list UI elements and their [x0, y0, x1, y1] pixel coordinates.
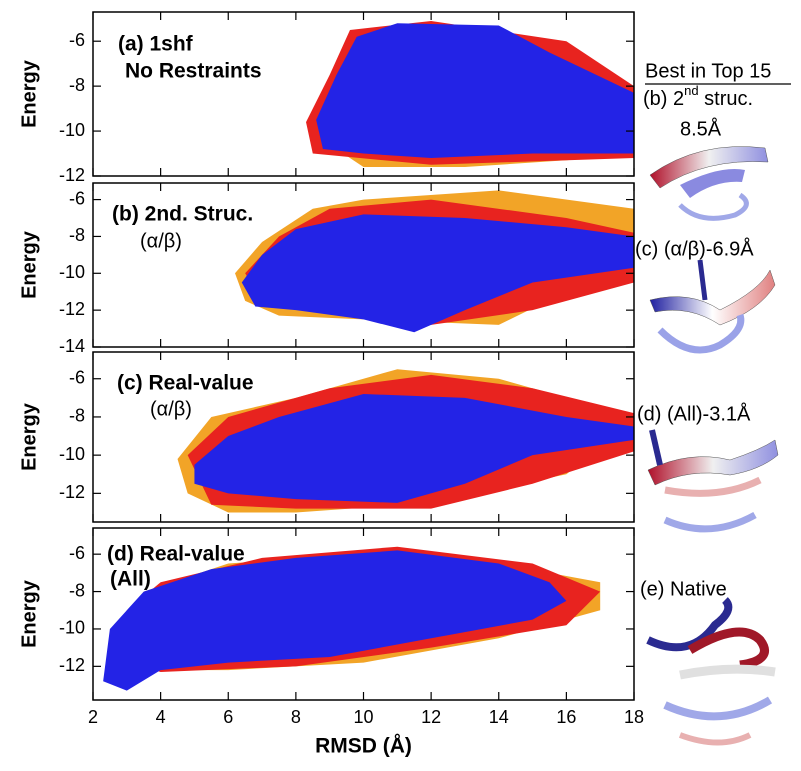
- x-tick-label: 18: [624, 707, 644, 727]
- panel-annotation: (a) 1shf: [118, 33, 194, 56]
- panel-annotation: (All): [110, 568, 151, 591]
- y-axis-label: Energy: [18, 59, 40, 128]
- x-tick-label: 10: [353, 707, 373, 727]
- y-tick-label: -8: [69, 580, 85, 600]
- point-cloud: [194, 394, 634, 503]
- y-tick-label: -10: [59, 120, 85, 140]
- y-tick-label: -12: [59, 655, 85, 675]
- side-panel: Best in Top 15 (b) 2nd struc. 8.5Å (c) (…: [635, 60, 791, 746]
- side-label-d: (d) (All)-3.1Å: [637, 402, 751, 425]
- panel-annotation: (d) Real-value: [107, 543, 245, 566]
- y-tick-label: -6: [69, 30, 85, 50]
- protein-b: [649, 146, 769, 221]
- panel: -12 -10 -8 -6 Energy (a) 1shf No Restraints: [18, 11, 635, 185]
- x-tick-label: 16: [556, 707, 576, 727]
- x-tick-label: 14: [489, 707, 509, 727]
- panel-annotation: (α/β): [140, 230, 182, 252]
- panel-annotation: (α/β): [150, 398, 192, 420]
- point-cloud: [316, 23, 634, 159]
- protein-d: [647, 429, 779, 533]
- side-label-b: (b) 2nd struc.: [643, 83, 753, 110]
- point-cloud: [241, 214, 634, 333]
- x-tick-label: 4: [156, 707, 166, 727]
- panel-annotation: (c) Real-value: [117, 372, 254, 395]
- side-heading: Best in Top 15: [645, 60, 771, 82]
- protein-e: [646, 597, 776, 746]
- y-axis-label: Energy: [18, 402, 40, 471]
- y-tick-label: -10: [59, 444, 85, 464]
- panel: -14 -12 -10 -8 -6 Energy (b) 2nd. Struc. (α/β): [18, 182, 635, 356]
- panel: -12 -10 -8 -6 2 4 6 8 10 12 14 16 18 Energy (d) Real-v…: [18, 527, 644, 758]
- panels: -12 -10 -8 -6 Energy (a) 1shf No Restraints -14…: [18, 11, 644, 758]
- y-tick-label: -12: [59, 165, 85, 185]
- protein-c: [649, 259, 776, 354]
- point-cloud: [103, 550, 567, 691]
- x-tick-label: 8: [291, 707, 301, 727]
- panel-annotation: No Restraints: [125, 60, 262, 83]
- side-label-c: (c) (α/β)-6.9Å: [635, 237, 754, 260]
- y-tick-label: -6: [69, 188, 85, 208]
- x-tick-label: 2: [88, 707, 98, 727]
- y-tick-label: -12: [59, 299, 85, 319]
- y-tick-label: -8: [69, 406, 85, 426]
- y-tick-label: -10: [59, 262, 85, 282]
- y-axis-label: Energy: [18, 230, 40, 299]
- label-b-sup: nd: [684, 83, 698, 98]
- label-b-suffix: struc.: [699, 88, 753, 110]
- label-b-prefix: (b) 2: [643, 88, 684, 110]
- x-tick-label: 12: [421, 707, 441, 727]
- x-axis-label: RMSD (Å): [315, 734, 412, 758]
- y-tick-label: -10: [59, 618, 85, 638]
- y-axis-label: Energy: [18, 579, 40, 648]
- y-tick-label: -12: [59, 482, 85, 502]
- panel: -12 -10 -8 -6 Energy (c) Real-value (α/β): [18, 351, 635, 523]
- y-tick-label: -8: [69, 75, 85, 95]
- y-tick-label: -6: [69, 543, 85, 563]
- x-tick-label: 6: [223, 707, 233, 727]
- side-label-e: (e) Native: [640, 578, 727, 600]
- y-tick-label: -14: [59, 336, 85, 356]
- y-tick-label: -6: [69, 367, 85, 387]
- side-label-b-rmsd: 8.5Å: [680, 117, 722, 140]
- y-tick-label: -8: [69, 225, 85, 245]
- panel-annotation: (b) 2nd. Struc.: [112, 203, 253, 226]
